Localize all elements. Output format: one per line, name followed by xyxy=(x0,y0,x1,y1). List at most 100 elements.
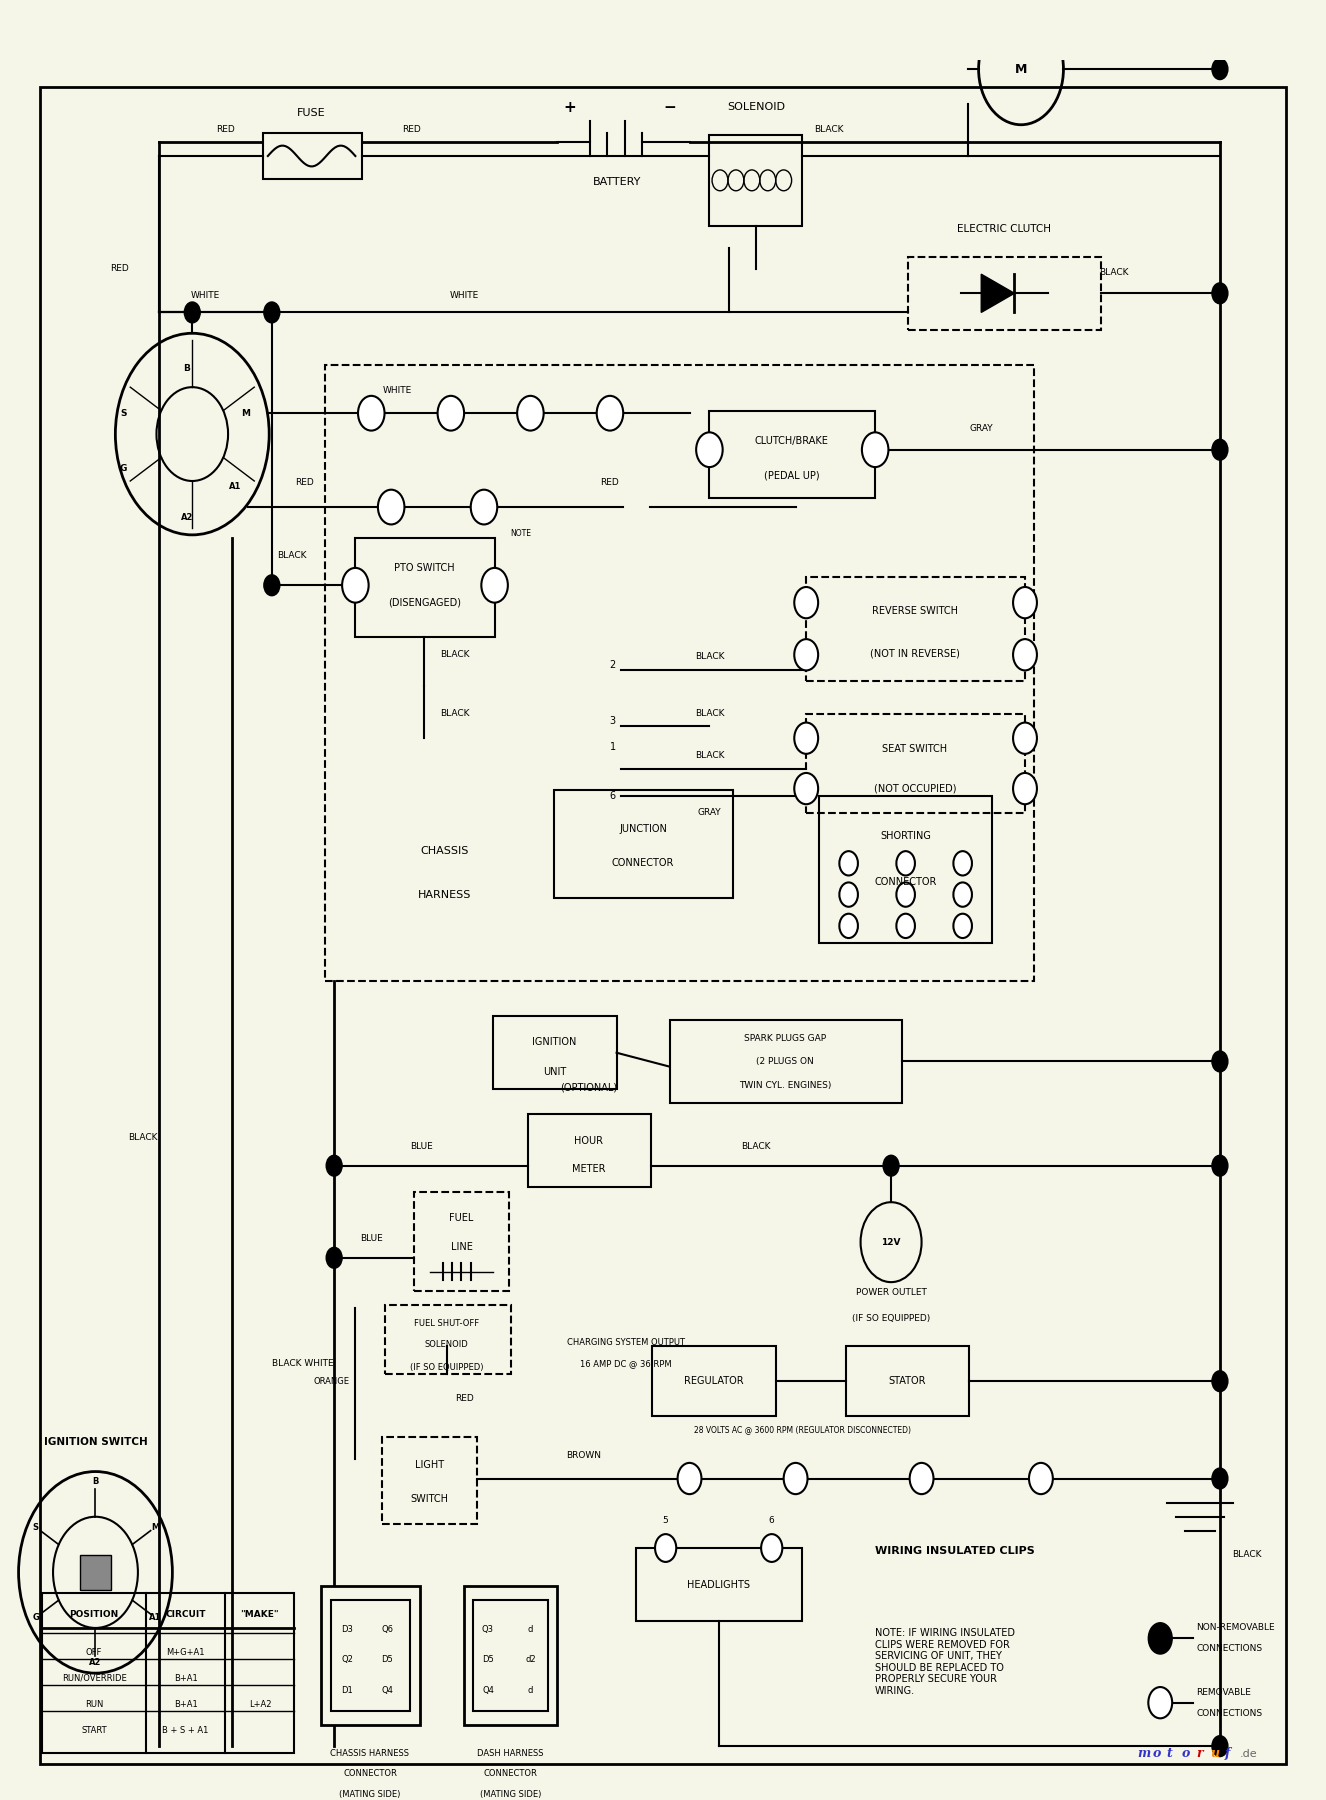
Text: (NOT OCCUPIED): (NOT OCCUPIED) xyxy=(874,783,956,794)
Text: 5: 5 xyxy=(663,1516,668,1525)
Circle shape xyxy=(794,587,818,617)
Text: CONNECTOR: CONNECTOR xyxy=(874,877,937,887)
Text: DASH HARNESS: DASH HARNESS xyxy=(477,1748,544,1757)
Bar xyxy=(263,133,362,178)
Bar xyxy=(382,1436,477,1523)
Bar xyxy=(493,1017,617,1089)
Circle shape xyxy=(1212,59,1228,79)
Bar xyxy=(528,1114,651,1186)
Circle shape xyxy=(794,722,818,754)
Circle shape xyxy=(1212,1735,1228,1757)
Text: RUN/OVERRIDE: RUN/OVERRIDE xyxy=(62,1674,126,1683)
Text: CHARGING SYSTEM OUTPUT: CHARGING SYSTEM OUTPUT xyxy=(568,1339,684,1348)
Text: GRAY: GRAY xyxy=(969,425,993,434)
Circle shape xyxy=(471,490,497,524)
Bar xyxy=(709,412,875,499)
Text: S: S xyxy=(33,1523,38,1532)
Bar xyxy=(670,1021,902,1103)
Polygon shape xyxy=(80,1555,111,1589)
Text: BLUE: BLUE xyxy=(410,1141,434,1150)
Text: D5: D5 xyxy=(382,1654,392,1663)
Text: REMOVABLE: REMOVABLE xyxy=(1196,1688,1250,1697)
Circle shape xyxy=(358,396,385,430)
Text: ELECTRIC CLUTCH: ELECTRIC CLUTCH xyxy=(957,223,1050,234)
Circle shape xyxy=(794,639,818,670)
Bar xyxy=(355,538,495,637)
Text: u: u xyxy=(1211,1746,1220,1760)
Text: BLACK WHITE: BLACK WHITE xyxy=(272,1359,333,1368)
Text: Q6: Q6 xyxy=(381,1625,394,1634)
Text: d: d xyxy=(528,1625,533,1634)
Circle shape xyxy=(896,851,915,875)
Text: TWIN CYL. ENGINES): TWIN CYL. ENGINES) xyxy=(739,1082,831,1091)
Circle shape xyxy=(481,567,508,603)
Text: o: o xyxy=(1181,1746,1189,1760)
Text: HARNESS: HARNESS xyxy=(418,889,471,900)
Text: SEAT SWITCH: SEAT SWITCH xyxy=(882,743,948,754)
Text: .de: .de xyxy=(1240,1748,1257,1759)
Text: FUEL: FUEL xyxy=(450,1213,473,1222)
Circle shape xyxy=(696,432,723,466)
Text: d: d xyxy=(528,1687,533,1696)
Circle shape xyxy=(839,851,858,875)
Text: 16 AMP DC @ 36 RPM: 16 AMP DC @ 36 RPM xyxy=(579,1359,672,1368)
Bar xyxy=(806,715,1025,814)
Text: 12V: 12V xyxy=(882,1238,900,1247)
Circle shape xyxy=(655,1534,676,1562)
Circle shape xyxy=(1212,1156,1228,1175)
Bar xyxy=(414,1192,509,1291)
Text: RED: RED xyxy=(402,126,420,135)
Text: POWER OUTLET: POWER OUTLET xyxy=(855,1289,927,1298)
Text: L+A2: L+A2 xyxy=(249,1699,271,1708)
Text: B+A1: B+A1 xyxy=(174,1674,198,1683)
Circle shape xyxy=(1212,283,1228,304)
Text: BROWN: BROWN xyxy=(566,1451,601,1460)
Text: POSITION: POSITION xyxy=(69,1609,119,1618)
Text: −: − xyxy=(663,99,676,115)
Text: FUSE: FUSE xyxy=(297,108,326,117)
Text: (DISENGAGED): (DISENGAGED) xyxy=(387,598,461,608)
Polygon shape xyxy=(981,274,1014,313)
Circle shape xyxy=(326,1247,342,1269)
Text: LIGHT: LIGHT xyxy=(415,1460,444,1469)
Text: CHASSIS HARNESS: CHASSIS HARNESS xyxy=(330,1748,410,1757)
Circle shape xyxy=(184,302,200,322)
Text: CONNECTOR: CONNECTOR xyxy=(611,859,675,868)
Text: G: G xyxy=(32,1613,40,1622)
Text: BLACK: BLACK xyxy=(440,709,469,718)
Text: M+G+A1: M+G+A1 xyxy=(166,1647,206,1656)
Text: B + S + A1: B + S + A1 xyxy=(163,1726,208,1735)
Text: BLACK: BLACK xyxy=(129,1134,158,1143)
Text: NON-REMOVABLE: NON-REMOVABLE xyxy=(1196,1624,1274,1633)
Circle shape xyxy=(883,1156,899,1175)
Circle shape xyxy=(1212,1372,1228,1391)
Text: 1: 1 xyxy=(610,742,615,752)
Text: Q4: Q4 xyxy=(382,1687,392,1696)
Circle shape xyxy=(839,882,858,907)
Bar xyxy=(385,1305,511,1373)
Text: RED: RED xyxy=(601,479,619,488)
Text: BLACK: BLACK xyxy=(814,126,843,135)
Text: REVERSE SWITCH: REVERSE SWITCH xyxy=(873,607,957,616)
Circle shape xyxy=(1148,1624,1172,1654)
Text: M: M xyxy=(1014,63,1028,76)
Circle shape xyxy=(378,490,404,524)
Text: r: r xyxy=(1196,1746,1203,1760)
Text: BLACK: BLACK xyxy=(741,1141,770,1150)
Circle shape xyxy=(1013,639,1037,670)
Circle shape xyxy=(1148,1687,1172,1719)
Circle shape xyxy=(1013,587,1037,617)
Text: BLACK: BLACK xyxy=(277,551,306,560)
Text: CONNECTIONS: CONNECTIONS xyxy=(1196,1708,1262,1717)
Text: BLACK: BLACK xyxy=(1232,1550,1261,1559)
Text: HEADLIGHTS: HEADLIGHTS xyxy=(687,1580,751,1589)
Text: NOTE: IF WIRING INSULATED
CLIPS WERE REMOVED FOR
SERVICING OF UNIT, THEY
SHOULD : NOTE: IF WIRING INSULATED CLIPS WERE REM… xyxy=(875,1627,1016,1696)
Text: BLACK: BLACK xyxy=(1099,268,1128,277)
Text: SOLENOID: SOLENOID xyxy=(727,103,785,112)
Bar xyxy=(819,796,992,943)
Text: D5: D5 xyxy=(483,1654,493,1663)
Circle shape xyxy=(264,302,280,322)
Text: RED: RED xyxy=(216,126,235,135)
Text: RED: RED xyxy=(110,265,129,274)
Text: 6: 6 xyxy=(769,1516,774,1525)
